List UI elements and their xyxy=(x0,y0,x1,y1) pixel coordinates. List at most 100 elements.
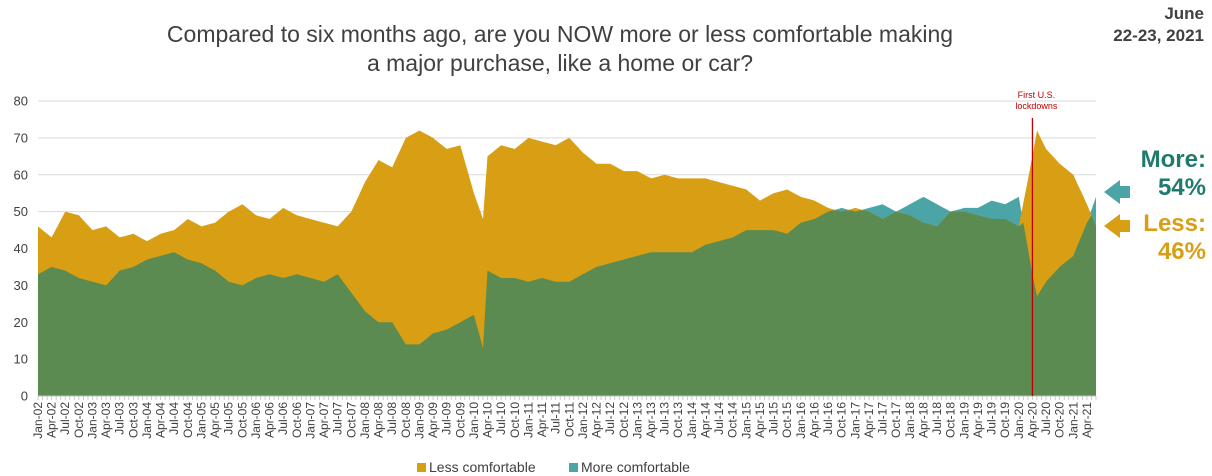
x-tick-label: Jan-02 xyxy=(31,402,45,439)
x-tick-label: Jan-18 xyxy=(903,402,917,439)
x-tick-label: Jul-15 xyxy=(767,402,781,435)
x-tick-label: Oct-18 xyxy=(944,402,958,438)
x-tick-label: Jan-17 xyxy=(848,402,862,439)
x-tick-label: Jan-19 xyxy=(957,402,971,439)
x-tick-label: Oct-12 xyxy=(617,402,631,438)
more-callout-value: 54% xyxy=(1157,174,1206,201)
x-tick-label: Jan-13 xyxy=(630,402,644,439)
area-series xyxy=(38,130,1096,396)
x-tick-label: Apr-09 xyxy=(426,402,440,438)
x-tick-label: Oct-17 xyxy=(889,402,903,438)
y-tick-label: 60 xyxy=(14,167,28,182)
x-tick-label: Apr-14 xyxy=(699,402,713,438)
x-tick-label: Jul-02 xyxy=(58,402,72,435)
x-axis-ticks: Jan-02 Apr-02 Jul-02 Oct-02 Jan-03 Apr-03 Jul-… xyxy=(31,396,1097,439)
y-tick-label: 0 xyxy=(21,389,28,404)
x-tick-label: Oct-19 xyxy=(998,402,1012,438)
less-arrow-icon xyxy=(1104,214,1130,238)
x-tick-label: Jul-20 xyxy=(1039,402,1053,435)
x-tick-label: Apr-20 xyxy=(1025,402,1039,438)
x-tick-label: Apr-16 xyxy=(808,402,822,438)
y-tick-label: 10 xyxy=(14,352,28,367)
less-callout-label: Less: xyxy=(1143,210,1206,237)
x-tick-label: Jan-12 xyxy=(576,402,590,439)
y-tick-label: 20 xyxy=(14,315,28,330)
x-tick-label: Jul-16 xyxy=(821,402,835,435)
x-tick-label: Jul-12 xyxy=(603,402,617,435)
x-tick-label: Jul-04 xyxy=(167,402,181,435)
x-tick-label: Apr-05 xyxy=(208,402,222,438)
x-tick-label: Oct-08 xyxy=(399,402,413,438)
chart-title-line1: Compared to six months ago, are you NOW … xyxy=(166,21,954,47)
x-tick-label: Oct-02 xyxy=(72,402,86,438)
x-tick-label: Jan-06 xyxy=(249,402,263,439)
x-tick-label: Apr-08 xyxy=(372,402,386,438)
chart-legend: Less comfortable More comfortable xyxy=(417,459,690,475)
x-tick-label: Apr-04 xyxy=(154,402,168,438)
x-tick-label: Jan-07 xyxy=(303,402,317,439)
survey-date-line1: June xyxy=(1164,4,1204,23)
x-tick-label: Apr-13 xyxy=(644,402,658,438)
x-tick-label: Jan-09 xyxy=(412,402,426,439)
x-tick-label: Oct-10 xyxy=(508,402,522,438)
x-tick-label: Jul-13 xyxy=(658,402,672,435)
less-callout: Less: 46% xyxy=(1118,210,1206,266)
x-tick-label: Jul-05 xyxy=(222,402,236,435)
x-tick-label: Oct-09 xyxy=(453,402,467,438)
y-tick-label: 50 xyxy=(14,204,28,219)
legend-more-label: More comfortable xyxy=(581,459,690,475)
lockdown-label-line2: lockdowns xyxy=(1015,101,1058,111)
x-tick-label: Jan-10 xyxy=(467,402,481,439)
x-tick-label: Oct-11 xyxy=(562,402,576,437)
x-tick-label: Jan-05 xyxy=(195,402,209,439)
x-tick-label: Apr-15 xyxy=(753,402,767,438)
overlap-area xyxy=(38,210,1096,396)
x-tick-label: Jul-06 xyxy=(276,402,290,435)
x-tick-label: Jan-21 xyxy=(1066,402,1080,439)
y-tick-label: 80 xyxy=(14,94,28,109)
x-tick-label: Oct-14 xyxy=(726,402,740,438)
legend-more-swatch xyxy=(569,463,578,472)
x-tick-label: Oct-05 xyxy=(235,402,249,438)
x-tick-label: Oct-20 xyxy=(1053,402,1067,438)
x-tick-label: Oct-07 xyxy=(344,402,358,438)
more-callout: More: 54% xyxy=(1118,146,1206,202)
x-tick-label: Jan-14 xyxy=(685,402,699,439)
x-tick-label: Apr-21 xyxy=(1080,402,1094,438)
more-callout-label: More: xyxy=(1140,146,1206,173)
x-tick-label: Jan-15 xyxy=(739,402,753,439)
x-tick-label: Jul-03 xyxy=(113,402,127,435)
x-tick-label: Oct-06 xyxy=(290,402,304,438)
x-tick-label: Jan-16 xyxy=(794,402,808,439)
x-tick-label: Apr-18 xyxy=(917,402,931,438)
survey-date: June 22-23, 2021 xyxy=(1064,3,1204,47)
callout-arrows xyxy=(1104,180,1130,238)
y-tick-label: 40 xyxy=(14,241,28,256)
x-tick-label: Apr-06 xyxy=(263,402,277,438)
x-tick-label: Oct-13 xyxy=(671,402,685,438)
x-tick-label: Jan-03 xyxy=(86,402,100,439)
x-tick-label: Jul-08 xyxy=(385,402,399,435)
survey-date-line2: 22-23, 2021 xyxy=(1113,26,1204,45)
y-axis-ticks: 0 10 20 30 40 50 60 70 80 xyxy=(14,94,28,404)
x-tick-label: Oct-15 xyxy=(780,402,794,438)
y-tick-label: 70 xyxy=(14,130,28,145)
x-tick-label: Oct-16 xyxy=(835,402,849,438)
x-tick-label: Jul-18 xyxy=(930,402,944,435)
x-tick-label: Apr-19 xyxy=(971,402,985,438)
x-tick-label: Jul-14 xyxy=(712,402,726,435)
chart-title: Compared to six months ago, are you NOW … xyxy=(90,20,1030,78)
x-tick-label: Jul-07 xyxy=(331,402,345,435)
more-arrow-icon xyxy=(1104,180,1130,204)
x-tick-label: Oct-04 xyxy=(181,402,195,438)
lockdown-annotation: First U.S. lockdowns xyxy=(1015,90,1058,396)
x-tick-label: Apr-11 xyxy=(535,402,549,437)
x-tick-label: Oct-03 xyxy=(126,402,140,438)
x-tick-label: Jul-10 xyxy=(494,402,508,435)
x-tick-label: Apr-10 xyxy=(481,402,495,438)
x-tick-label: Apr-12 xyxy=(590,402,604,438)
x-tick-label: Apr-02 xyxy=(45,402,59,438)
legend-less-label: Less comfortable xyxy=(429,459,536,475)
x-tick-label: Jan-20 xyxy=(1012,402,1026,439)
